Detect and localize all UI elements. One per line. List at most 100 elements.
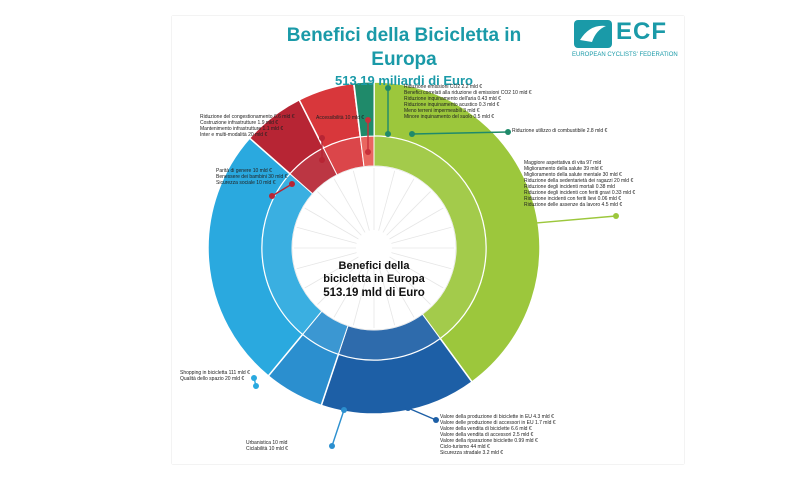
callout-line: Riduzione degli incidenti mortali 0.38 m…: [524, 184, 615, 190]
wheel-spoke: [391, 226, 452, 244]
leader-line: [411, 131, 509, 135]
callout-line: Miglioramento della salute 39 mld €: [524, 166, 603, 172]
callout-line: Miglioramento della salute mentale 30 ml…: [524, 172, 622, 178]
callout-health: Maggiore aspettativa di vita 97 mld Migli…: [524, 160, 635, 208]
wheel-spoke: [389, 207, 444, 240]
leader-dot: [433, 417, 439, 423]
callout-social: Parità di genere 10 mld € Benessere dei b…: [216, 168, 287, 186]
sunburst-chart: [207, 81, 619, 449]
segment-outer-ambiente: [353, 81, 375, 138]
wheel-spoke: [352, 170, 370, 231]
leader-dot: [385, 85, 391, 91]
callout-line: Valore della riparazione biciclette 0.99…: [440, 438, 538, 444]
center-line-2: bicicletta in Europa: [323, 273, 425, 285]
leader-dot: [499, 223, 505, 229]
leader-dot: [409, 131, 415, 137]
callout-line: Valore della vendita di accessori 2.5 ml…: [440, 432, 534, 438]
callout-line: Valore della vendita di biciclette 6.6 m…: [440, 426, 532, 432]
wheel-spoke: [386, 191, 431, 236]
callout-line: Riduzione delle assenze da lavoro 4.5 ml…: [524, 202, 623, 208]
chart-subtitle: 513.19 miliardi di Euro: [335, 73, 473, 88]
callout-line: Qualità dello spazio 20 mld €: [180, 376, 245, 382]
ecf-bird-icon: [574, 20, 612, 48]
leader-dot: [341, 407, 347, 413]
wheel-spoke: [378, 265, 396, 326]
callout-line: Riduzione incidenti con feriti lievi 0.0…: [524, 196, 621, 202]
callout-line: Riduzione della sedentarietà dei ragazzi…: [524, 178, 634, 184]
wheel-spoke: [352, 265, 370, 326]
wheel-spoke: [386, 260, 431, 305]
callout-line: Meno terreni impermeabili 3 mld €: [404, 108, 480, 114]
chart-title-block: Benefici della Bicicletta in Europa 513.…: [264, 24, 544, 90]
callout-line: Benefici correlati alla riduzione di emi…: [404, 90, 532, 96]
callout-line: Valore della produzione di biciclette in…: [440, 414, 554, 420]
wheel-spoke: [378, 170, 396, 231]
leader-line: [407, 407, 437, 421]
leader-dot: [319, 135, 325, 141]
infographic-poster: Benefici della Bicicletta in Europa 513.…: [172, 16, 684, 464]
leader-dot: [613, 213, 619, 219]
wheel-spoke: [296, 226, 357, 244]
wheel-spoke: [389, 256, 444, 289]
leader-dot: [405, 405, 411, 411]
leader-line: [271, 183, 293, 197]
callout-line: Shopping in bicicletta 111 mld €: [180, 370, 250, 376]
callout-line: Riduzione inquinamento dell'aria 0.43 ml…: [404, 96, 501, 102]
callout-line: Riduzione utilizzo di combustibile 2.8 m…: [512, 128, 608, 134]
callout-mobility: Riduzione del congestionamento 6.6 mld €…: [200, 114, 295, 138]
leader-dot: [319, 157, 325, 163]
callout-line: Mantenimento infrastrutture 1.1 mld €: [200, 126, 284, 132]
leader-dot: [365, 149, 371, 155]
chart-title: Benefici della Bicicletta in Europa: [286, 25, 522, 70]
callout-fuel: Riduzione utilizzo di combustibile 2.8 m…: [512, 128, 607, 134]
leader-dot: [269, 193, 275, 199]
leader-line: [331, 409, 345, 447]
wheel-spoke: [304, 207, 359, 240]
wheel-spoke: [317, 260, 362, 305]
logo-federation-text: EUROPEAN CYCLISTS' FEDERATION: [572, 52, 678, 58]
wheel-spoke: [304, 256, 359, 289]
callout-line: Ciclabilità 10 mld €: [246, 446, 288, 452]
callout-line: Riduzione emissioni CO2 2.2 mld €: [404, 84, 483, 90]
callout-line: Ciclo-turismo 44 mld €: [440, 444, 490, 450]
callout-urban: Urbanistica 10 mld Ciclabilità 10 mld €: [246, 440, 288, 452]
wheel-spoke: [317, 191, 362, 236]
wheel-spoke: [391, 252, 452, 270]
leader-dot: [385, 131, 391, 137]
leader-dot: [251, 375, 257, 381]
leader-dot: [365, 117, 371, 123]
center-line-1: Benefici della: [338, 260, 410, 272]
callout-line: Riduzione del congestionamento 6.6 mld €: [200, 114, 295, 120]
leader-dot: [289, 181, 295, 187]
callout-line: Sicurezza stradale 3.2 mld €: [440, 450, 504, 456]
callout-economy: Valore della produzione di biciclette in…: [440, 414, 556, 456]
callout-access: Accessibilità 10 mld €: [316, 115, 364, 121]
callout-line: Valore delle produzione di accessori in …: [440, 420, 556, 426]
leader-dot: [329, 443, 335, 449]
callout-line: Riduzione degli incidenti con feriti gra…: [524, 190, 636, 196]
center-total: 513.19 mld di Euro: [323, 287, 425, 299]
wheel-spoke: [333, 178, 366, 233]
leader-line: [501, 215, 617, 227]
callout-line: Riduzione inquinamento acustico 0.3 mld …: [404, 102, 500, 108]
callout-line: Costruzione infrastrutture 1.9 mld €: [200, 120, 279, 126]
callout-shopping: Shopping in bicicletta 111 mld € Qualità …: [180, 370, 250, 382]
callout-line: Minore inquinamento del suolo 0.5 mld €: [404, 114, 495, 120]
logo-wordmark: ECF: [616, 18, 667, 45]
center-label: Benefici della bicicletta in Europa 513.…: [312, 260, 436, 300]
callout-line: Benessere dei bambini 30 mld €: [216, 174, 288, 180]
callout-line: Urbanistica 10 mld: [246, 440, 288, 446]
leader-dot: [505, 129, 511, 135]
callout-line: Sicurezza sociale 10 mld €: [216, 180, 276, 186]
leader-dot: [253, 383, 259, 389]
wheel-spoke: [333, 263, 366, 318]
ecf-logo: ECF EUROPEAN CYCLISTS' FEDERATION: [572, 18, 682, 64]
wheel-spoke: [382, 178, 415, 233]
callout-line: Maggiore aspettativa di vita 97 mld: [524, 160, 602, 166]
callout-env: Riduzione emissioni CO2 2.2 mld € Benefic…: [404, 84, 532, 120]
wheel-spoke: [382, 263, 415, 318]
callout-line: Parità di genere 10 mld €: [216, 168, 272, 174]
wheel-spoke: [296, 252, 357, 270]
callout-line: Inter e multi-modalità 20 mld €: [200, 132, 268, 138]
callout-line: Accessibilità 10 mld €: [316, 115, 365, 121]
